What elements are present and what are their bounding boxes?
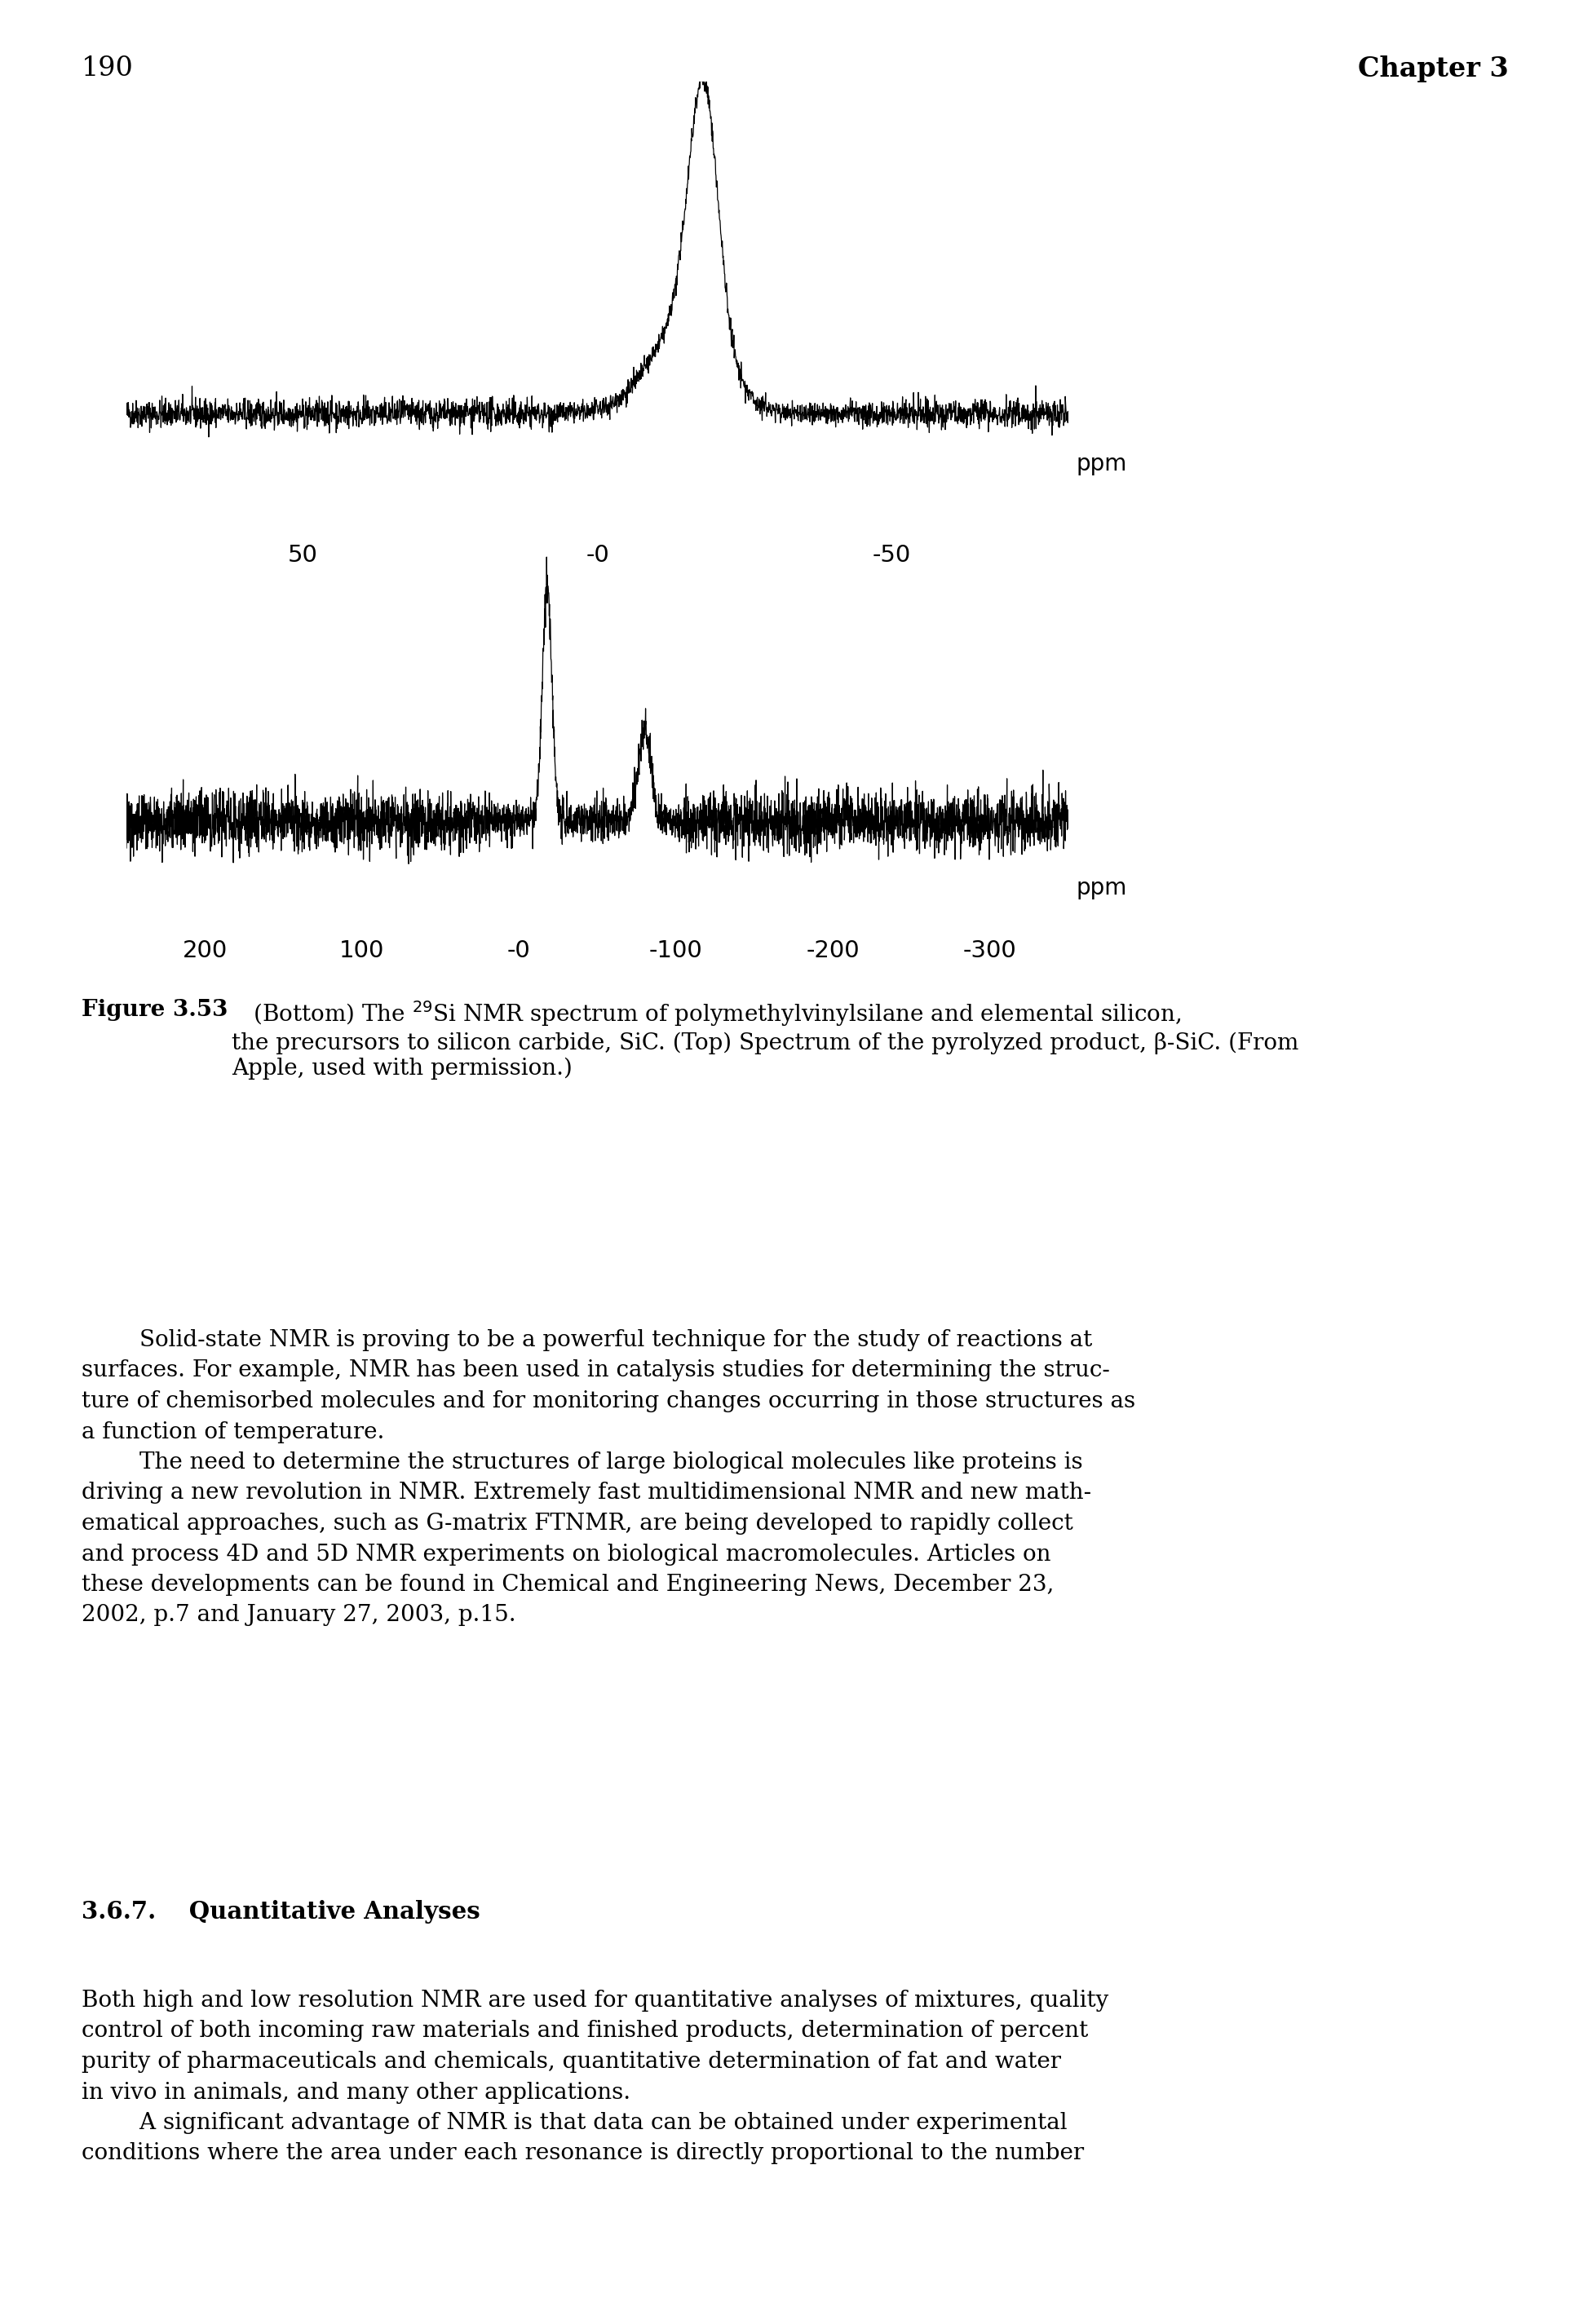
Text: 3.6.7.    Quantitative Analyses: 3.6.7. Quantitative Analyses — [81, 1901, 481, 1924]
Text: Chapter 3: Chapter 3 — [1358, 56, 1509, 81]
Text: (Bottom) The $^{29}$Si NMR spectrum of polymethylvinylsilane and elemental silic: (Bottom) The $^{29}$Si NMR spectrum of p… — [231, 999, 1299, 1081]
Text: ppm: ppm — [1076, 453, 1127, 476]
Text: Solid-state NMR is proving to be a powerful technique for the study of reactions: Solid-state NMR is proving to be a power… — [81, 1329, 1135, 1627]
Text: 190: 190 — [81, 56, 134, 81]
Text: Both high and low resolution NMR are used for quantitative analyses of mixtures,: Both high and low resolution NMR are use… — [81, 1989, 1108, 2164]
Text: ppm: ppm — [1076, 876, 1127, 899]
Text: Figure 3.53: Figure 3.53 — [81, 999, 228, 1020]
